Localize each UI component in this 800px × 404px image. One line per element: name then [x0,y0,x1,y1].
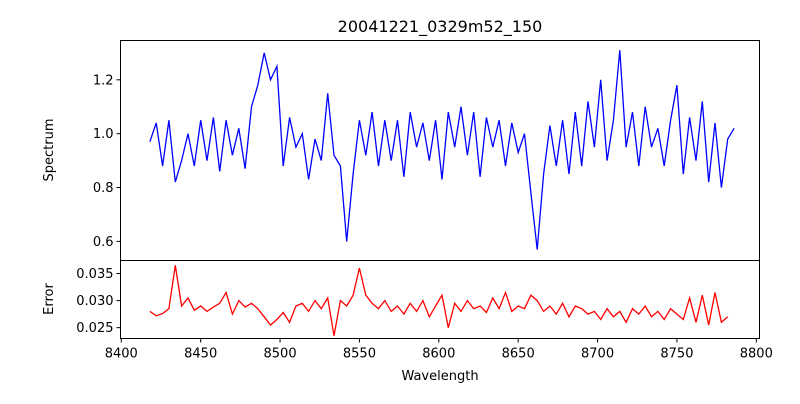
y-axis-label-error: Error [42,283,57,315]
x-tick-label: 8550 [343,347,376,362]
spectrum-y-tick-label: 0.8 [93,181,114,196]
x-tick-label: 8650 [502,347,535,362]
error-y-tick-label: 0.030 [76,294,113,309]
x-tick-label: 8400 [105,347,138,362]
y-axis-label-spectrum: Spectrum [42,119,57,182]
spectrum-y-tick-label: 1.0 [93,127,114,142]
x-tick-label: 8750 [660,347,693,362]
spectrum-y-tick-label: 0.6 [93,235,114,250]
error-y-tick-label: 0.025 [76,321,113,336]
x-tick-label: 8450 [184,347,217,362]
error-series-line [149,265,729,336]
x-tick-label: 8600 [422,347,455,362]
error-axes-frame [120,260,760,339]
chart-title: 20041221_0329m52_150 [338,17,543,37]
x-axis-label: Wavelength [401,369,478,384]
spectrum-series-line [149,50,735,250]
error-y-tick-label: 0.035 [76,267,113,282]
spectrum-axes-frame [120,40,760,261]
x-tick-label: 8800 [740,347,773,362]
spectrum-y-tick-label: 1.2 [93,73,114,88]
x-tick-label: 8500 [264,347,297,362]
x-tick-label: 8700 [581,347,614,362]
